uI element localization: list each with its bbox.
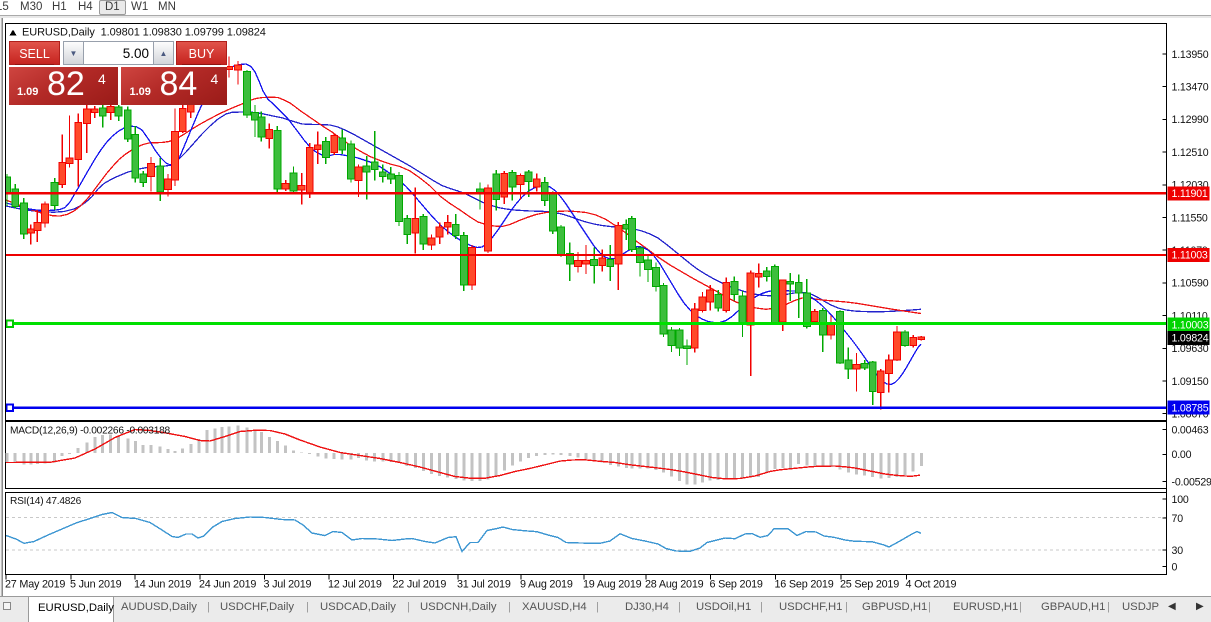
svg-text:EURUSD,Daily 1.09801 1.09830: EURUSD,Daily 1.09801 1.09830 1.09799 1.0… (22, 27, 266, 39)
svg-text:14 Jun 2019: 14 Jun 2019 (134, 579, 191, 591)
svg-text:9 Aug 2019: 9 Aug 2019 (520, 579, 573, 591)
svg-text:24 Jun 2019: 24 Jun 2019 (199, 579, 256, 591)
svg-text:1.13950: 1.13950 (1172, 49, 1209, 61)
svg-text:RSI(14) 47.4826: RSI(14) 47.4826 (10, 496, 82, 507)
svg-text:31 Jul 2019: 31 Jul 2019 (457, 579, 511, 591)
svg-text:1.13470: 1.13470 (1172, 82, 1209, 94)
svg-text:1.11550: 1.11550 (1172, 212, 1208, 224)
svg-text:1.10003: 1.10003 (1172, 319, 1209, 331)
svg-text:100: 100 (1172, 494, 1189, 506)
svg-text:MACD(12,26,9) -0.002266 -0.003: MACD(12,26,9) -0.002266 -0.003188 (10, 426, 171, 437)
svg-text:3 Jul 2019: 3 Jul 2019 (264, 579, 312, 591)
svg-text:25 Sep 2019: 25 Sep 2019 (840, 579, 899, 591)
svg-text:1.11003: 1.11003 (1172, 250, 1208, 262)
svg-text:1.09630: 1.09630 (1172, 343, 1209, 355)
svg-text:0.00: 0.00 (1172, 449, 1192, 461)
svg-text:22 Jul 2019: 22 Jul 2019 (393, 579, 447, 591)
svg-text:1.12510: 1.12510 (1172, 147, 1209, 159)
svg-text:1.11901: 1.11901 (1172, 188, 1208, 200)
svg-text:27 May 2019: 27 May 2019 (5, 579, 65, 591)
svg-text:19 Aug 2019: 19 Aug 2019 (583, 579, 642, 591)
svg-text:1.09824: 1.09824 (1172, 333, 1209, 345)
svg-text:4 Oct 2019: 4 Oct 2019 (906, 579, 957, 591)
svg-text:28 Aug 2019: 28 Aug 2019 (645, 579, 704, 591)
svg-text:12 Jul 2019: 12 Jul 2019 (328, 579, 382, 591)
svg-text:-0.005299: -0.005299 (1172, 476, 1211, 488)
svg-text:16 Sep 2019: 16 Sep 2019 (775, 579, 834, 591)
svg-text:1.12990: 1.12990 (1172, 114, 1209, 126)
svg-text:0.00463: 0.00463 (1172, 424, 1209, 436)
svg-text:5 Jun 2019: 5 Jun 2019 (70, 579, 122, 591)
svg-text:6 Sep 2019: 6 Sep 2019 (710, 579, 763, 591)
svg-text:1.08785: 1.08785 (1172, 402, 1209, 414)
svg-text:70: 70 (1172, 513, 1184, 525)
svg-text:1.10590: 1.10590 (1172, 278, 1209, 290)
svg-text:30: 30 (1172, 545, 1184, 557)
svg-text:0: 0 (1172, 561, 1178, 573)
svg-text:1.09150: 1.09150 (1172, 376, 1209, 388)
